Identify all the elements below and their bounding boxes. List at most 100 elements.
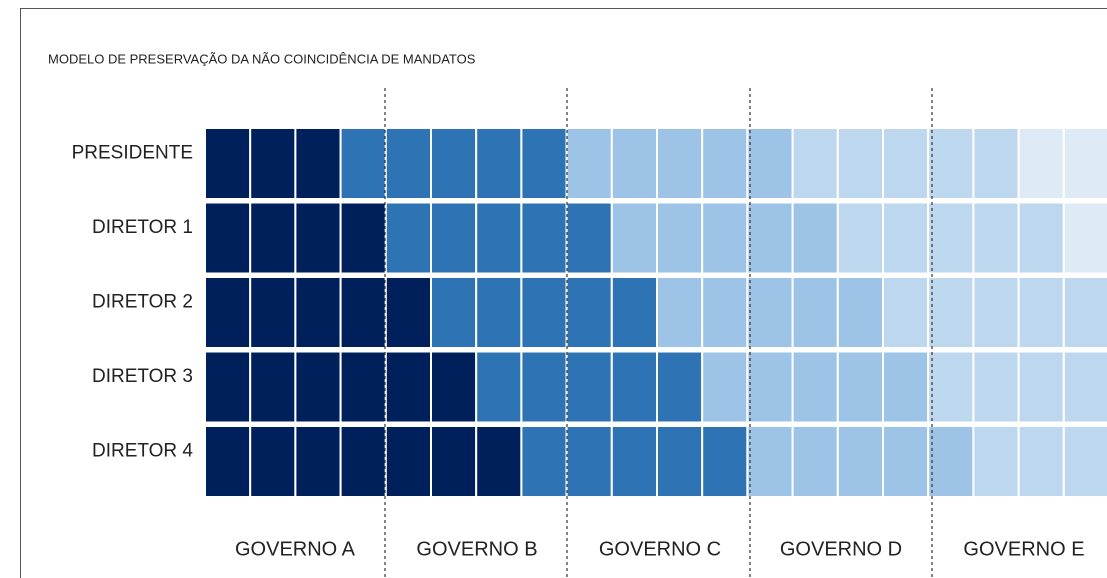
term-cell [836,201,884,275]
term-cell [475,425,523,498]
term-cell [836,425,884,498]
term-cell [204,127,252,200]
term-cell [565,350,613,424]
term-cell [882,350,930,424]
row-label: DIRETOR 4 [92,441,193,462]
term-cell [610,201,658,275]
term-cell [972,425,1020,498]
term-cell [339,425,387,498]
term-cell [384,201,432,275]
row-label: DIRETOR 1 [92,217,193,238]
term-cell [204,276,252,349]
term-cell [701,201,749,275]
term-cell [1062,425,1107,498]
term-cell [656,425,704,498]
term-cell [701,276,749,349]
diagram-title: MODELO DE PRESERVAÇÃO DA NÃO COINCIDÊNCI… [48,51,476,66]
term-cell [656,350,704,424]
term-cell [1017,201,1065,275]
term-cell [339,127,387,200]
term-cell [1062,276,1107,349]
term-cell [882,276,930,349]
term-cell [836,276,884,349]
term-cell [701,425,749,498]
term-cell [520,201,568,275]
term-cell [430,350,478,424]
term-cell [430,127,478,200]
row-label: PRESIDENTE [72,143,193,164]
term-cell [565,201,613,275]
term-cell [972,350,1020,424]
term-cell [294,127,342,200]
term-cell [972,201,1020,275]
term-cell [294,350,342,424]
term-cell [204,425,252,498]
government-label: GOVERNO B [416,538,537,560]
term-cell [610,276,658,349]
term-cell [520,276,568,349]
term-cell [249,201,297,275]
term-cell [746,350,794,424]
term-cell [656,201,704,275]
term-cell [294,276,342,349]
term-cell [565,425,613,498]
term-cell [791,127,839,200]
term-cell [475,276,523,349]
term-cell [972,127,1020,200]
term-cell [836,350,884,424]
term-cell [249,276,297,349]
term-cell [701,127,749,200]
term-cell [1017,350,1065,424]
row-label: DIRETOR 2 [92,292,193,313]
term-cell [384,425,432,498]
term-cell [294,201,342,275]
term-cell [927,350,975,424]
term-cell [475,127,523,200]
term-cell [746,425,794,498]
frame [20,8,1107,578]
government-label: GOVERNO E [963,538,1084,560]
term-cell [882,127,930,200]
term-cell [882,201,930,275]
term-cell [656,127,704,200]
term-cell [791,201,839,275]
row-label: DIRETOR 3 [92,366,193,387]
term-cell [520,425,568,498]
term-cell [384,350,432,424]
term-cell [384,127,432,200]
term-cell [249,425,297,498]
term-cell [927,127,975,200]
term-cell [1017,127,1065,200]
term-cell [791,425,839,498]
term-cell [791,276,839,349]
term-cell [339,201,387,275]
term-cell [249,127,297,200]
term-cell [339,276,387,349]
term-cell [565,276,613,349]
term-cell [927,276,975,349]
term-cell [882,425,930,498]
term-cell [1062,201,1107,275]
term-cell [927,201,975,275]
term-cell [701,350,749,424]
term-cell [791,350,839,424]
term-cell [249,350,297,424]
term-cell [430,201,478,275]
term-cell [1062,127,1107,200]
term-cell [610,350,658,424]
term-cell [1017,425,1065,498]
term-cell [475,201,523,275]
term-cell [610,425,658,498]
term-cell [339,350,387,424]
term-cell [565,127,613,200]
term-cell [746,127,794,200]
term-cell [836,127,884,200]
term-cell [746,276,794,349]
government-label: GOVERNO D [780,538,902,560]
term-cell [656,276,704,349]
term-cell [294,425,342,498]
term-cell [475,350,523,424]
term-cell [430,425,478,498]
